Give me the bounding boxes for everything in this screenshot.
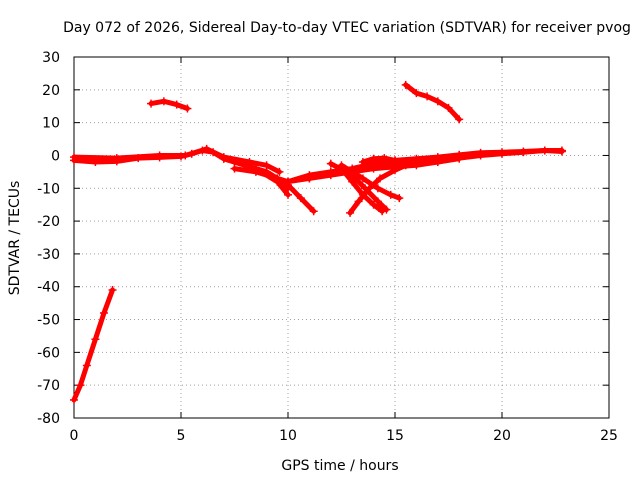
- grid-lines: [74, 57, 609, 418]
- y-tick-label: 10: [42, 116, 60, 132]
- chart-title: Day 072 of 2026, Sidereal Day-to-day VTE…: [63, 20, 631, 36]
- series-arc-l: [147, 97, 192, 113]
- series-trace: [403, 82, 462, 122]
- y-tick-label: -30: [37, 247, 60, 263]
- x-axis-ticks: 0 5 10 15 20 25: [70, 57, 618, 444]
- x-tick-label: 5: [177, 428, 186, 444]
- series-trace: [71, 287, 115, 403]
- data-series: [70, 80, 566, 404]
- y-tick-label: 20: [42, 83, 60, 99]
- series-arc-i: [337, 161, 404, 203]
- plot-frame: [73, 56, 610, 419]
- x-tick-label: 15: [386, 428, 404, 444]
- series-trace: [148, 98, 190, 111]
- x-tick-label: 25: [600, 428, 618, 444]
- y-tick-label: -20: [37, 214, 60, 230]
- y-tick-label: -40: [37, 280, 60, 296]
- series-arc-main-upper: [70, 144, 284, 176]
- y-tick-label: 0: [51, 148, 60, 164]
- y-axis-label: SDTVAR / TECUs: [7, 181, 23, 296]
- series-arc-n: [70, 286, 117, 404]
- y-tick-label: -50: [37, 313, 60, 329]
- y-tick-label: 30: [42, 50, 60, 66]
- x-tick-label: 20: [493, 428, 511, 444]
- y-tick-label: -70: [37, 378, 60, 394]
- y-tick-label: -80: [37, 411, 60, 427]
- y-tick-label: -10: [37, 181, 60, 197]
- series-arc-j: [346, 161, 410, 217]
- series-arc-m: [401, 80, 464, 124]
- y-axis-ticks: -80 -70 -60 -50 -40 -30 -20 -10 0 10 20 30: [37, 50, 609, 427]
- y-tick-label: -60: [37, 345, 60, 361]
- x-axis-label: GPS time / hours: [281, 458, 398, 474]
- x-tick-label: 10: [279, 428, 297, 444]
- series-arc-k: [358, 151, 464, 167]
- x-tick-label: 0: [70, 428, 79, 444]
- series-trace: [347, 162, 409, 216]
